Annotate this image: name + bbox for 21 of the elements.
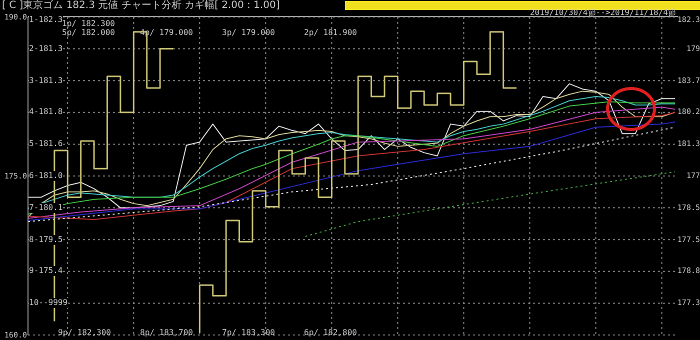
annotation: 10--9999: [29, 298, 68, 308]
annotation: 3p/ 179.000: [222, 28, 275, 38]
annotation: 2p/ 181.900: [304, 28, 357, 38]
annotation: 5p/ 182.000: [62, 28, 115, 38]
line-series: [304, 171, 675, 237]
annotation: 5-181.6: [29, 139, 63, 150]
annotation: 9-175.4: [29, 266, 63, 276]
annotation: 2-181.3: [29, 44, 63, 54]
annotation: 6p/ 182,800: [304, 328, 357, 338]
annotation: 4-181.8: [29, 107, 63, 118]
annotation: 7p/ 183,300: [222, 328, 275, 338]
annotation: 1-182.3: [29, 15, 63, 25]
annotation: 4p/ 179.000: [140, 28, 193, 38]
annotation: 1p/ 182.300: [62, 19, 115, 29]
annotation: 6-181.0: [29, 171, 63, 181]
annotation: 7-180.1: [29, 202, 63, 213]
annotation: 9p/ 182,300: [58, 328, 111, 338]
chart-subtitle: 2019/10/30/4節-->2019/11/18/4節: [530, 8, 676, 17]
annotation: 8-179.5: [29, 234, 63, 245]
annotation: 8p/ 183,700: [140, 328, 193, 338]
annotation: 3-181.3: [29, 76, 63, 86]
